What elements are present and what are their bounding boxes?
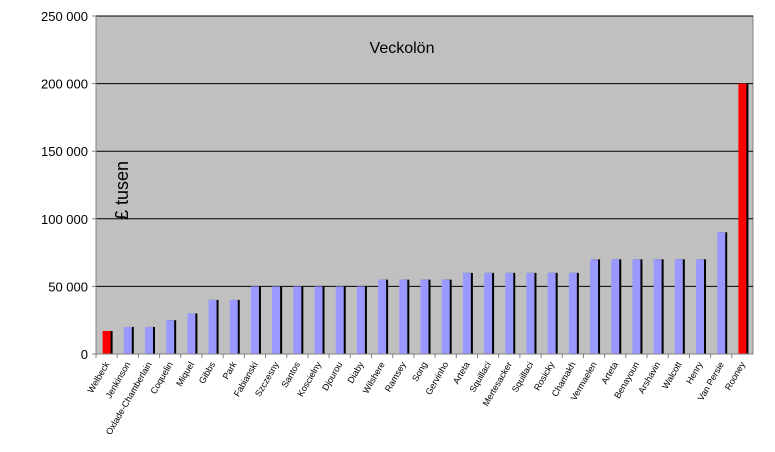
bar — [420, 279, 429, 354]
bar — [505, 272, 514, 354]
bar — [399, 279, 408, 354]
y-tick-label: 100 000 — [41, 212, 88, 227]
bar — [272, 286, 281, 354]
x-tick-label: Song — [410, 360, 429, 383]
x-axis-ticks: WelbeckJenkinsonOxlade-ChamberlainCoquel… — [85, 354, 747, 436]
bar — [611, 259, 620, 354]
x-tick-label: Arteta — [451, 360, 472, 386]
x-tick-label: Miquel — [174, 360, 196, 388]
bar — [653, 259, 662, 354]
y-tick-label: 0 — [81, 347, 88, 362]
bar — [314, 286, 323, 354]
bar — [462, 272, 471, 354]
bar — [144, 326, 153, 354]
y-tick-label: 250 000 — [41, 9, 88, 24]
bar — [738, 83, 747, 354]
bar — [378, 279, 387, 354]
bar — [547, 272, 556, 354]
y-tick-label: 200 000 — [41, 77, 88, 92]
bar — [696, 259, 705, 354]
bar — [590, 259, 599, 354]
x-tick-label: Djourou — [320, 360, 344, 392]
x-tick-label: Henry — [684, 360, 705, 386]
bar — [674, 259, 683, 354]
bar — [123, 326, 132, 354]
y-axis-ticks: 0 50 000 100 000 150 000 200 000 250 000 — [41, 9, 96, 362]
x-tick-label: Gibbs — [197, 360, 218, 386]
y-tick-label: 50 000 — [48, 279, 88, 294]
bar — [335, 286, 344, 354]
chart-title: Veckolön — [370, 40, 435, 57]
gridlines — [96, 15, 753, 287]
x-tick-label: Santos — [279, 360, 302, 390]
bar — [102, 331, 111, 354]
bar — [526, 272, 535, 354]
x-tick-label: Walcott — [660, 360, 684, 391]
bar — [632, 259, 641, 354]
bar — [208, 299, 217, 354]
bar — [166, 320, 175, 354]
x-tick-label: Diaby — [345, 360, 365, 385]
bar — [717, 232, 726, 354]
x-tick-label: Arteta — [599, 360, 620, 386]
bar — [229, 299, 238, 354]
x-tick-label: Park — [221, 360, 239, 381]
bar — [356, 286, 365, 354]
bar — [568, 272, 577, 354]
bar — [293, 286, 302, 354]
bar — [441, 279, 450, 354]
y-axis-label: £ tusen — [112, 161, 132, 220]
bar — [250, 286, 259, 354]
bar — [187, 313, 196, 354]
x-tick-label: Ramsey — [383, 360, 408, 394]
x-tick-label: Rooney — [723, 360, 747, 392]
bars — [102, 83, 749, 354]
y-tick-label: 150 000 — [41, 144, 88, 159]
bar — [484, 272, 493, 354]
